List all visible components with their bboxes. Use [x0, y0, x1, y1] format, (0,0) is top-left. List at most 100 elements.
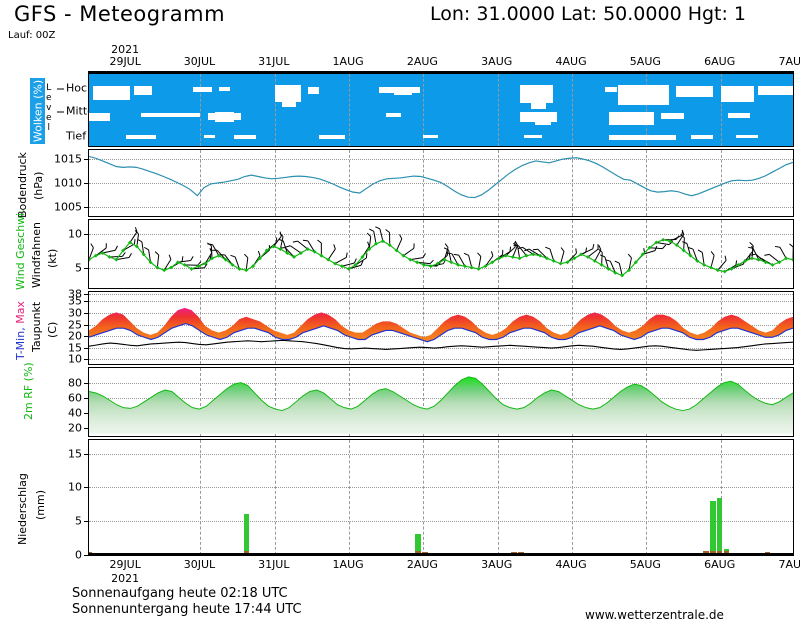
wind-speed-marker — [688, 253, 693, 258]
wind-barb — [560, 251, 565, 264]
wind-barb — [744, 250, 754, 262]
wind-barb-feather — [190, 256, 194, 261]
axis-tick-mark — [84, 347, 89, 349]
axis-tick-label: 40 — [68, 406, 82, 420]
cloud-patch — [92, 85, 130, 100]
wind-barb — [403, 247, 415, 257]
wind-barb — [327, 248, 336, 260]
wind-speed-marker — [538, 253, 543, 258]
axis-tick-label: 1005 — [54, 200, 82, 214]
axis-tick-label: 35 — [68, 294, 82, 308]
value-gridline — [89, 487, 793, 489]
wind-speed-marker — [162, 268, 167, 273]
value-gridline — [89, 359, 793, 361]
day-gridline — [646, 440, 648, 555]
wind-barb-feather — [764, 253, 770, 256]
wind-barb-feather — [444, 243, 449, 248]
wind-barb — [458, 254, 466, 267]
cloud-patch — [319, 135, 346, 139]
wind-barb-feather — [592, 243, 595, 249]
wind-speed-marker — [661, 237, 666, 242]
wind-barb-feather — [353, 258, 357, 264]
wind-speed-marker — [244, 268, 249, 273]
wind-barb-feather — [443, 247, 449, 251]
wind-barb — [649, 247, 663, 250]
day-gridline — [349, 220, 351, 288]
axis-tick-mark — [84, 359, 89, 361]
day-gridline — [200, 440, 202, 555]
wind-barb-feather — [278, 238, 284, 242]
wind-speed-marker — [251, 264, 256, 269]
wind-speed-marker — [620, 273, 625, 278]
wind-barb-feather — [154, 251, 160, 256]
axis-tick-label: 10 — [68, 480, 82, 494]
wind-speed-marker — [743, 259, 748, 263]
day-gridline — [349, 74, 351, 146]
precipitation-bar — [243, 514, 250, 555]
precipitation-baseline — [89, 553, 793, 555]
wind-barb-feather — [144, 246, 149, 251]
wind-barb — [512, 245, 519, 258]
wind-speed-marker — [169, 265, 174, 270]
wind-barb-feather — [614, 260, 620, 264]
axis-tick-label: 1015 — [54, 152, 82, 166]
wind-barb — [768, 253, 780, 263]
day-gridline — [200, 368, 202, 436]
wind-speed-marker — [729, 266, 734, 271]
cloud-patch — [393, 86, 413, 95]
wind-speed-marker — [647, 245, 652, 250]
axis-tick-label: 20 — [68, 421, 82, 435]
wind-speed-marker — [148, 260, 153, 265]
wind-speed-marker — [271, 244, 276, 249]
pressure-panel-label: Bodendruck — [16, 152, 29, 218]
wind-speed-marker — [134, 244, 139, 249]
wind-barb-feather — [560, 247, 565, 252]
wind-barb-feather — [774, 245, 781, 248]
wind-barb-feather — [204, 263, 208, 268]
axis-tick-mark — [84, 336, 89, 338]
cloud-patch — [423, 135, 439, 139]
temperature-label: T-Min, Max — [14, 301, 27, 360]
axis-tick-label: 10 — [68, 352, 82, 366]
date-label-4aug: 4AUG — [555, 55, 587, 68]
wind-barb-feather — [90, 243, 94, 249]
date-label-6aug: 6AUG — [704, 558, 736, 571]
wind-speed-marker — [298, 251, 303, 255]
wind-barb — [136, 233, 140, 247]
wind-barb-feather — [585, 247, 588, 253]
cloud-patch — [605, 86, 617, 92]
precipitation-bar — [415, 534, 421, 555]
wind-barb — [683, 237, 685, 251]
wind-barb-feather — [710, 251, 715, 256]
wind-speed-marker — [503, 253, 508, 258]
precipitation-label: Niederschlag — [16, 473, 29, 545]
wind-speed-marker — [346, 266, 351, 271]
wind-speed-marker — [606, 266, 611, 271]
wind-barb — [537, 248, 548, 259]
wind-barb-feather — [575, 248, 577, 254]
wind-barb-feather — [375, 226, 381, 230]
day-gridline — [497, 220, 499, 288]
wind-barb — [148, 249, 152, 263]
day-gridline — [274, 220, 276, 288]
cloud-patch — [690, 135, 714, 139]
wind-barb-feather — [688, 247, 694, 250]
wind-barb — [368, 236, 372, 250]
wind-barb-feather — [137, 238, 143, 243]
wind-barb-feather — [532, 248, 538, 251]
axis-tick-label: 20 — [68, 329, 82, 343]
wind-barb — [522, 246, 534, 255]
wind-barb — [273, 236, 282, 247]
wind-speed-marker — [442, 257, 447, 262]
wind-speed-marker — [155, 265, 160, 270]
wind-speed-marker — [374, 241, 379, 246]
wind-barb-feather — [697, 249, 703, 253]
website-brand: www.wetterzentrale.de — [585, 608, 724, 622]
wind-barb-feather — [517, 246, 523, 250]
cloud-patch — [89, 112, 110, 121]
value-gridline — [89, 453, 793, 455]
wind-barb-feather — [509, 246, 512, 252]
cloud-patch — [676, 86, 714, 98]
cloud-patch — [133, 86, 153, 96]
